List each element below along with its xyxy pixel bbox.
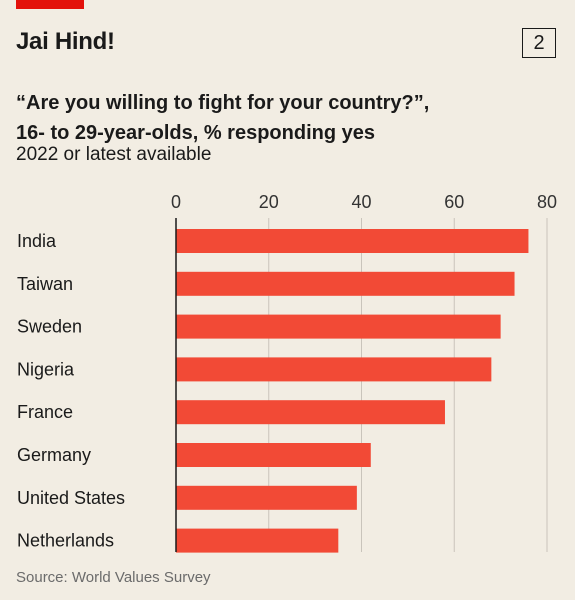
bar-france [176, 400, 445, 425]
category-label: Sweden [17, 317, 82, 337]
x-tick-label: 40 [351, 192, 371, 212]
category-label: Nigeria [17, 359, 75, 379]
category-label: India [17, 231, 57, 251]
bar-germany [176, 443, 371, 467]
x-tick-label: 80 [537, 192, 557, 212]
chart-number-badge: 2 [522, 28, 556, 58]
category-label: Germany [17, 445, 91, 465]
source-note: Source: World Values Survey [16, 569, 211, 586]
bar-netherlands [176, 528, 339, 553]
chart-subtitle-line2: 16- to 29-year-olds, % responding yes [16, 122, 375, 144]
category-label: United States [17, 488, 125, 508]
category-label: Taiwan [17, 274, 73, 294]
chart-title: Jai Hind! [16, 28, 115, 55]
bar-india [176, 229, 529, 253]
chart-subtitle: “Are you willing to fight for your count… [16, 88, 429, 148]
category-label: Netherlands [17, 531, 114, 551]
bar-taiwan [176, 271, 515, 296]
category-label: France [17, 402, 73, 422]
chart-note: 2022 or latest available [16, 144, 212, 165]
bar-united-states [176, 485, 357, 510]
x-tick-label: 20 [259, 192, 279, 212]
bar-sweden [176, 314, 501, 339]
x-tick-label: 60 [444, 192, 464, 212]
x-tick-label: 0 [171, 192, 181, 212]
bar-nigeria [176, 357, 492, 382]
accent-bar [16, 0, 84, 9]
chart-subtitle-line1: “Are you willing to fight for your count… [16, 92, 430, 114]
